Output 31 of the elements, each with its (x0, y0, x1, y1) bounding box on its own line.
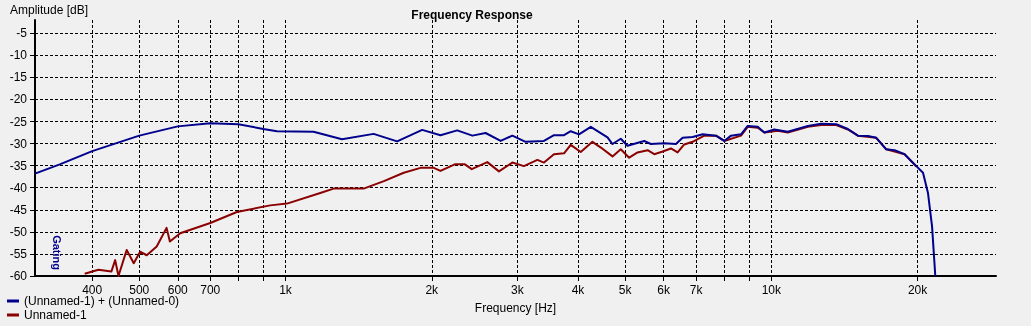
x-tick-label: 1k (279, 283, 293, 297)
chart-title: Frequency Response (411, 8, 534, 22)
annotation: Gating (51, 235, 63, 270)
y-tick-label: -10 (9, 48, 28, 63)
y-tick-label: -55 (9, 246, 28, 261)
legend-label: Unnamed-1 (24, 308, 88, 322)
x-tick-label: 10k (761, 283, 783, 297)
x-tick-label: 5k (618, 283, 633, 297)
x-tick-label: 500 (129, 283, 150, 297)
x-tick-label: 7k (689, 283, 704, 297)
y-tick-label: -25 (9, 114, 28, 129)
y-tick-label: -40 (9, 180, 28, 195)
y-tick-label: -50 (9, 224, 28, 239)
x-tick-label: 2k (425, 283, 440, 297)
x-axis-title: Frequency [Hz] (474, 301, 557, 315)
y-tick-label: -45 (9, 202, 28, 217)
legend-label: (Unnamed-1) + (Unnamed-0) (24, 294, 180, 308)
x-tick-label: 700 (200, 283, 221, 297)
x-tick-label: 400 (82, 283, 103, 297)
y-tick-label: -35 (9, 158, 28, 173)
x-tick-label: 4k (571, 283, 586, 297)
y-axis-title: Amplitude [dB] (10, 3, 89, 17)
y-tick-label: -15 (9, 70, 28, 85)
y-tick-label: -5 (16, 26, 28, 41)
y-tick-label: -20 (9, 92, 28, 107)
x-tick-label: 3k (510, 283, 525, 297)
x-tick-label: 20k (907, 283, 929, 297)
x-tick-label: 600 (167, 283, 189, 297)
y-tick-label: -60 (9, 269, 28, 283)
y-tick-label: -30 (9, 136, 28, 151)
x-tick-label: 6k (657, 283, 671, 297)
